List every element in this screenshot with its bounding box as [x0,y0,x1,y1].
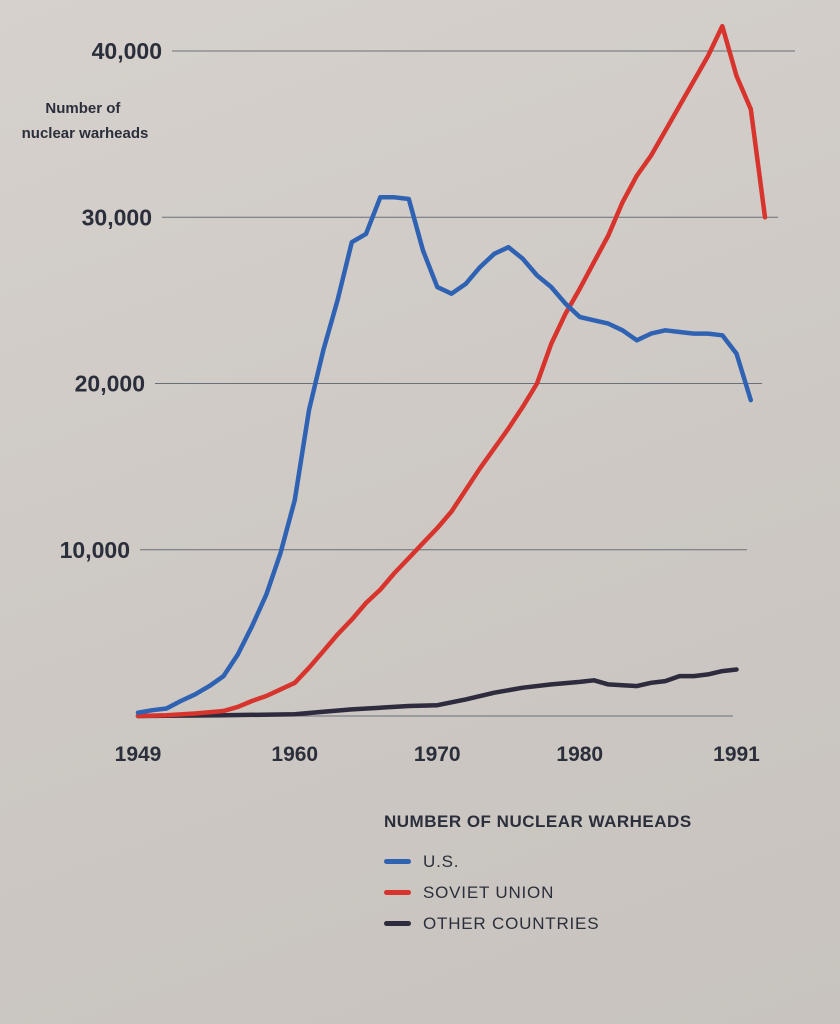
legend-item-us: U.S. [384,846,692,877]
series-lines [135,23,768,719]
series-line-other-countries [135,667,739,719]
series-line-soviet-union [135,23,768,719]
x-tick-label-1960: 1960 [271,743,318,766]
series-line-u-s [135,195,754,715]
legend: NUMBER OF NUCLEAR WARHEADS U.S. SOVIET U… [384,812,692,939]
legend-label-soviet-union: SOVIET UNION [423,882,555,902]
x-tick-label-1991: 1991 [713,743,760,766]
x-axis-ticks: 1949 1960 1970 1980 1991 [115,743,761,766]
legend-swatch-soviet-union [384,890,411,895]
y-axis-label: Number of nuclear warheads [22,100,149,142]
legend-item-other-countries: OTHER COUNTRIES [384,908,692,939]
legend-item-soviet-union: SOVIET UNION [384,877,692,908]
y-tick-label-10000: 10,000 [60,537,130,563]
x-tick-label-1980: 1980 [556,743,603,766]
legend-title: NUMBER OF NUCLEAR WARHEADS [384,812,692,831]
y-tick-label-30000: 30,000 [82,204,152,230]
legend-swatch-other-countries [384,921,411,926]
y-axis-ticks: 10,000 20,000 30,000 40,000 [60,38,162,563]
x-tick-label-1949: 1949 [115,743,162,766]
y-tick-label-40000: 40,000 [92,38,162,64]
gridlines [138,50,795,717]
legend-swatch-us [384,859,411,864]
legend-label-other-countries: OTHER COUNTRIES [423,913,600,933]
legend-label-us: U.S. [423,851,460,871]
x-tick-label-1970: 1970 [414,743,461,766]
y-tick-label-20000: 20,000 [75,371,145,397]
